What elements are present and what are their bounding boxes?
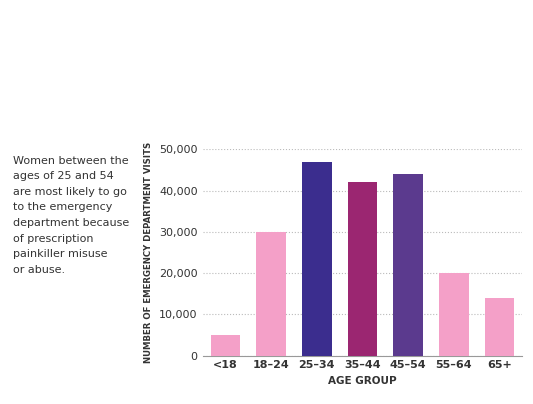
Bar bbox=[393, 174, 423, 356]
Bar bbox=[302, 162, 332, 356]
Text: Every 3 minutes, a woman goes: Every 3 minutes, a woman goes bbox=[213, 36, 482, 51]
Bar bbox=[256, 232, 286, 356]
X-axis label: AGE GROUP: AGE GROUP bbox=[328, 376, 397, 386]
Bar bbox=[211, 335, 240, 356]
Y-axis label: NUMBER OF EMERGENCY DEPARTMENT VISITS: NUMBER OF EMERGENCY DEPARTMENT VISITS bbox=[144, 142, 154, 363]
Text: Women between the
ages of 25 and 54
are most likely to go
to the emergency
depar: Women between the ages of 25 and 54 are … bbox=[13, 156, 129, 275]
Text: prescription painkiller misuse or abuse.: prescription painkiller misuse or abuse. bbox=[213, 100, 533, 115]
Bar bbox=[439, 273, 469, 356]
Bar bbox=[484, 298, 514, 356]
Bar bbox=[348, 183, 377, 356]
Text: to the emergency department for: to the emergency department for bbox=[213, 68, 498, 83]
